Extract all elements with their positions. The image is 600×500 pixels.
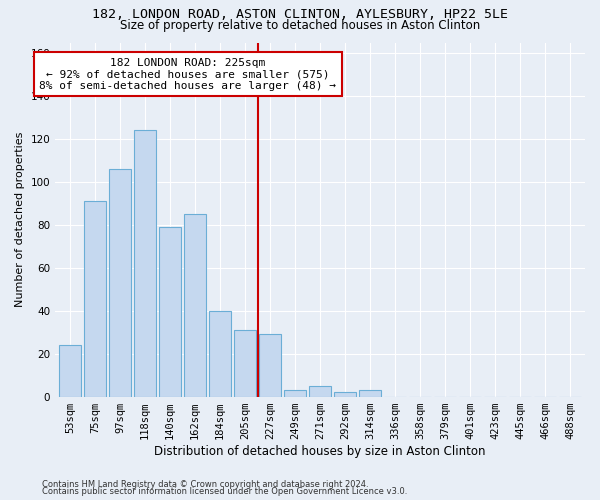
Text: Contains public sector information licensed under the Open Government Licence v3: Contains public sector information licen… [42, 487, 407, 496]
Bar [259, 334, 281, 396]
Bar [159, 227, 181, 396]
Bar [134, 130, 157, 396]
Bar [334, 392, 356, 396]
Text: 182 LONDON ROAD: 225sqm
← 92% of detached houses are smaller (575)
8% of semi-de: 182 LONDON ROAD: 225sqm ← 92% of detache… [39, 58, 336, 90]
Bar [209, 310, 232, 396]
Bar [59, 345, 82, 397]
X-axis label: Distribution of detached houses by size in Aston Clinton: Distribution of detached houses by size … [154, 444, 486, 458]
Bar [309, 386, 331, 396]
Bar [234, 330, 256, 396]
Bar [284, 390, 307, 396]
Text: Size of property relative to detached houses in Aston Clinton: Size of property relative to detached ho… [120, 18, 480, 32]
Text: 182, LONDON ROAD, ASTON CLINTON, AYLESBURY, HP22 5LE: 182, LONDON ROAD, ASTON CLINTON, AYLESBU… [92, 8, 508, 20]
Bar [84, 202, 106, 396]
Bar [359, 390, 382, 396]
Bar [109, 169, 131, 396]
Y-axis label: Number of detached properties: Number of detached properties [15, 132, 25, 307]
Bar [184, 214, 206, 396]
Text: Contains HM Land Registry data © Crown copyright and database right 2024.: Contains HM Land Registry data © Crown c… [42, 480, 368, 489]
